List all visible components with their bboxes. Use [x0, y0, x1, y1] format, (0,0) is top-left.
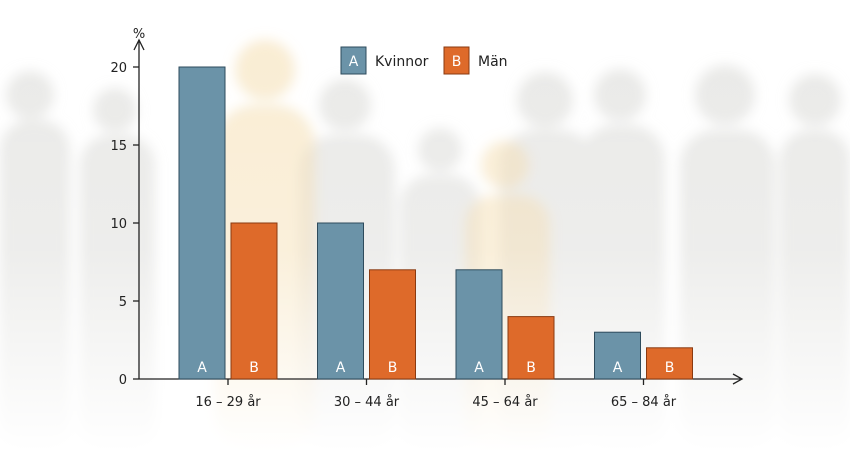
bar-marker-label: B	[388, 360, 398, 376]
bar-marker-label: A	[336, 360, 346, 376]
legend-label-kvinnor: Kvinnor	[375, 54, 429, 70]
legend-swatch-man	[443, 46, 470, 75]
x-tick-label: 30 – 44 år	[334, 395, 400, 410]
y-tick-label: 15	[110, 139, 127, 154]
bar-marker-label: A	[474, 360, 484, 376]
legend-item-man: B Män	[443, 46, 508, 75]
bar-kvinnor	[178, 66, 226, 380]
legend-swatch-kvinnor	[340, 46, 367, 75]
x-axis-arrowhead	[732, 373, 744, 385]
legend-label-man: Män	[478, 54, 508, 70]
x-tick-label: 16 – 29 år	[195, 395, 261, 410]
bar-marker-label: A	[197, 360, 207, 376]
bar-marker-label: B	[665, 360, 675, 376]
legend-marker-man: B	[452, 54, 462, 70]
bar-marker-label: B	[526, 360, 536, 376]
bar-kvinnor	[317, 222, 364, 380]
bar-man	[369, 269, 416, 380]
bar-kvinnor	[455, 269, 503, 380]
bar-man	[646, 347, 693, 380]
bar-marker-label: A	[613, 360, 623, 376]
y-tick-label: 20	[110, 61, 127, 76]
y-tick-label: 5	[119, 295, 127, 310]
x-tick-labels: 16 – 29 år 30 – 44 år 45 – 64 år 65 – 84 år	[195, 379, 677, 410]
bar-man	[507, 316, 555, 380]
y-axis-unit-label: %	[133, 27, 145, 42]
legend-marker-kvinnor: A	[349, 54, 359, 70]
legend: A Kvinnor B Män	[340, 46, 508, 75]
x-tick-label: 45 – 64 år	[472, 395, 538, 410]
y-tick-label: 0	[119, 373, 127, 388]
y-tick-label: 10	[110, 217, 127, 232]
bar-kvinnor	[594, 331, 641, 380]
y-ticks: 0 5 10 15 20	[110, 61, 139, 388]
x-tick-label: 65 – 84 år	[611, 395, 677, 410]
bar-marker-label: B	[249, 360, 259, 376]
legend-item-kvinnor: A Kvinnor	[340, 46, 429, 75]
bar-man	[230, 222, 278, 380]
y-axis-arrowhead	[133, 38, 145, 51]
